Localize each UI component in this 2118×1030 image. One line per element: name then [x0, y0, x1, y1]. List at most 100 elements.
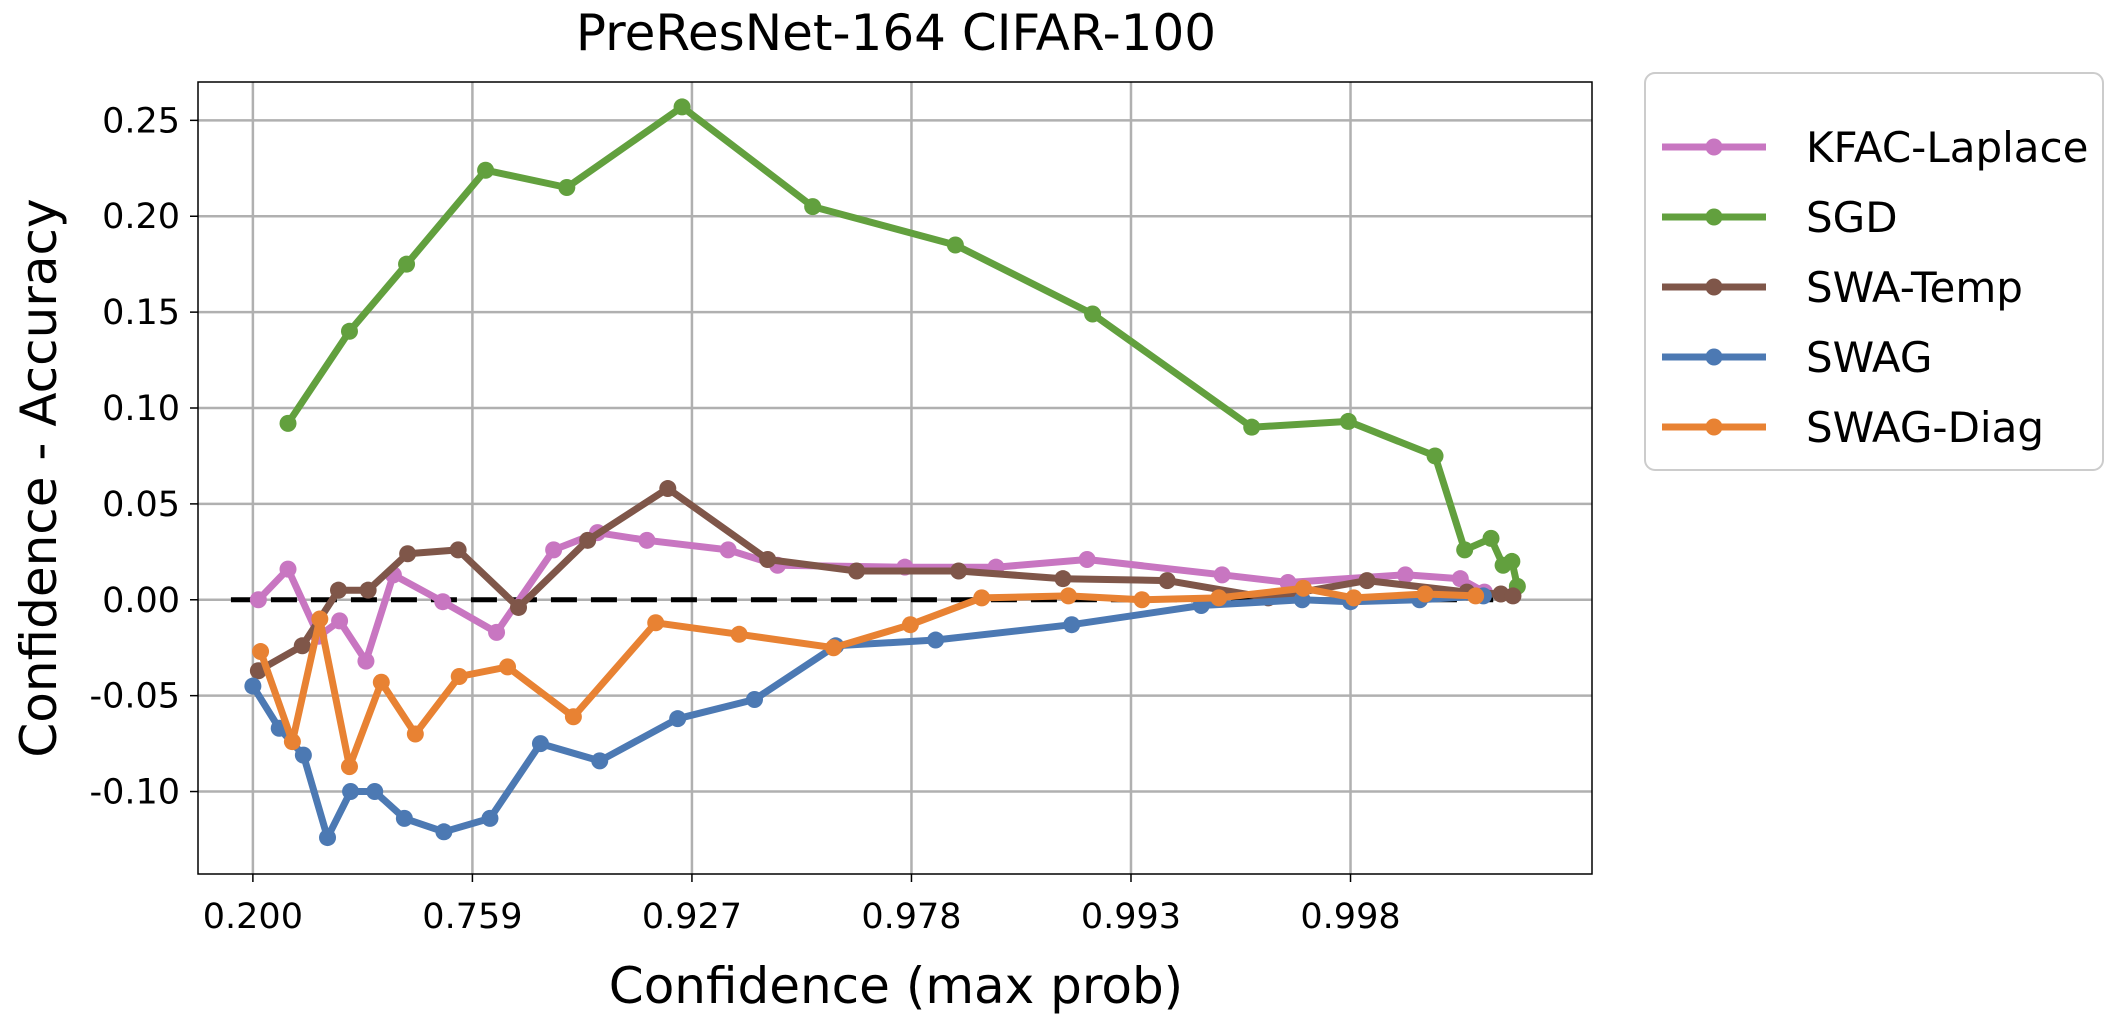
data-point-swag-diag: [730, 625, 748, 643]
legend-item-swa-temp: SWA-Temp: [1662, 263, 2023, 312]
data-point-swag: [366, 783, 384, 801]
data-point-swag-diag: [901, 616, 919, 634]
legend-item-sgd: SGD: [1662, 193, 1898, 242]
data-point-swag-diag: [564, 708, 582, 726]
data-point-swa-temp: [579, 531, 597, 549]
series-sgd: [279, 98, 1526, 595]
legend-label: SGD: [1806, 193, 1898, 242]
data-point-kfac-laplace: [1451, 570, 1469, 588]
x-tick-label: 0.993: [1081, 897, 1181, 937]
data-point-swag: [294, 746, 312, 764]
data-point-kfac-laplace: [249, 591, 267, 609]
data-point-swa-temp: [1504, 587, 1522, 605]
legend-swatch-marker: [1705, 418, 1723, 436]
data-point-swa-temp: [399, 545, 417, 563]
legend-label: SWAG: [1806, 333, 1932, 382]
data-point-swa-temp: [1358, 572, 1376, 590]
legend-item-swag: SWAG: [1662, 333, 1932, 382]
legend-frame: [1644, 72, 2104, 471]
data-point-swa-temp: [848, 562, 866, 580]
data-point-swa-temp: [1158, 572, 1176, 590]
data-point-kfac-laplace: [1213, 566, 1231, 584]
data-point-sgd: [804, 198, 822, 216]
data-point-kfac-laplace: [719, 541, 737, 559]
y-tick-label: -0.10: [89, 773, 180, 813]
data-point-sgd: [477, 161, 495, 179]
legend-swatch-marker: [1705, 208, 1723, 226]
data-point-swa-temp: [950, 562, 968, 580]
data-point-swag: [435, 823, 453, 841]
data-point-swa-temp: [659, 480, 677, 498]
data-point-swag-diag: [450, 667, 468, 685]
x-tick-label: 0.200: [203, 897, 303, 937]
data-point-sgd: [398, 255, 416, 273]
series-group: [244, 98, 1526, 847]
data-point-swag: [481, 809, 499, 827]
chart-title: PreResNet-164 CIFAR-100: [576, 4, 1216, 62]
data-point-swag-diag: [340, 758, 358, 776]
data-point-swag-diag: [647, 614, 665, 632]
data-point-swag-diag: [372, 673, 390, 691]
data-point-swa-temp: [293, 637, 311, 655]
data-point-swag: [927, 631, 945, 649]
data-point-swag-diag: [1416, 585, 1434, 603]
data-point-sgd: [1456, 541, 1474, 559]
data-point-swag: [746, 690, 764, 708]
y-tick-label: 0.10: [102, 389, 180, 429]
data-point-swag-diag: [1294, 579, 1312, 597]
data-point-sgd: [673, 98, 691, 116]
data-point-swa-temp: [329, 581, 347, 599]
data-point-swag-diag: [1210, 589, 1228, 607]
y-tick-label: 0.25: [102, 101, 180, 141]
data-point-swag-diag: [825, 639, 843, 657]
data-point-kfac-laplace: [545, 541, 563, 559]
data-point-sgd: [946, 236, 964, 254]
data-point-swag-diag: [973, 589, 991, 607]
data-point-sgd: [1426, 447, 1444, 465]
data-point-kfac-laplace: [1396, 566, 1414, 584]
y-tick-label: 0.20: [102, 197, 180, 237]
legend-item-swag-diag: SWAG-Diag: [1662, 403, 2044, 452]
data-point-swag: [531, 735, 549, 753]
y-axis-ticks: -0.10 -0.05 0.00 0.05 0.10 0.15 0.20 0.25: [89, 101, 198, 813]
legend-swatch-marker: [1705, 138, 1723, 156]
data-point-swag: [1063, 616, 1081, 634]
x-tick-label: 0.927: [642, 897, 742, 937]
legend-swatch-marker: [1705, 278, 1723, 296]
data-point-swag: [319, 829, 337, 847]
legend-label: KFAC-Laplace: [1806, 123, 2088, 172]
y-tick-label: 0.00: [102, 581, 180, 621]
x-tick-label: 0.978: [861, 897, 961, 937]
legend-swatch-marker: [1705, 348, 1723, 366]
data-point-swa-temp: [449, 541, 467, 559]
x-axis-ticks: 0.200 0.759 0.927 0.978 0.993 0.998: [203, 874, 1401, 937]
series-line-swag-diag: [257, 584, 1480, 771]
data-point-kfac-laplace: [638, 531, 656, 549]
data-point-sgd: [1503, 552, 1521, 570]
data-point-sgd: [1339, 412, 1357, 430]
data-point-swag: [591, 752, 609, 770]
data-point-swag-diag: [406, 725, 424, 743]
data-point-kfac-laplace: [357, 652, 375, 670]
data-point-swa-temp: [1054, 570, 1072, 588]
series-line-swag: [249, 592, 1487, 842]
x-axis-title: Confidence (max prob): [609, 957, 1183, 1015]
data-point-swag: [669, 710, 687, 728]
y-tick-label: -0.05: [89, 677, 180, 717]
data-point-kfac-laplace: [279, 560, 297, 578]
series-swag-diag: [252, 579, 1485, 776]
data-point-kfac-laplace: [488, 623, 506, 641]
legend: KFAC-Laplace SGD SWA-Temp SWAG SWAG-Diag: [1644, 72, 2104, 471]
data-point-kfac-laplace: [331, 612, 349, 630]
data-point-swag: [342, 783, 360, 801]
y-axis-title: Confidence - Accuracy: [10, 198, 68, 757]
data-point-swag-diag: [252, 643, 270, 661]
data-point-swag: [395, 809, 413, 827]
data-point-swa-temp: [759, 551, 777, 569]
y-tick-label: 0.05: [102, 485, 180, 525]
legend-label: SWA-Temp: [1806, 263, 2023, 312]
data-point-sgd: [1482, 529, 1500, 547]
data-point-sgd: [1084, 305, 1102, 323]
data-point-swag-diag: [1345, 589, 1363, 607]
grid: [198, 82, 1592, 874]
